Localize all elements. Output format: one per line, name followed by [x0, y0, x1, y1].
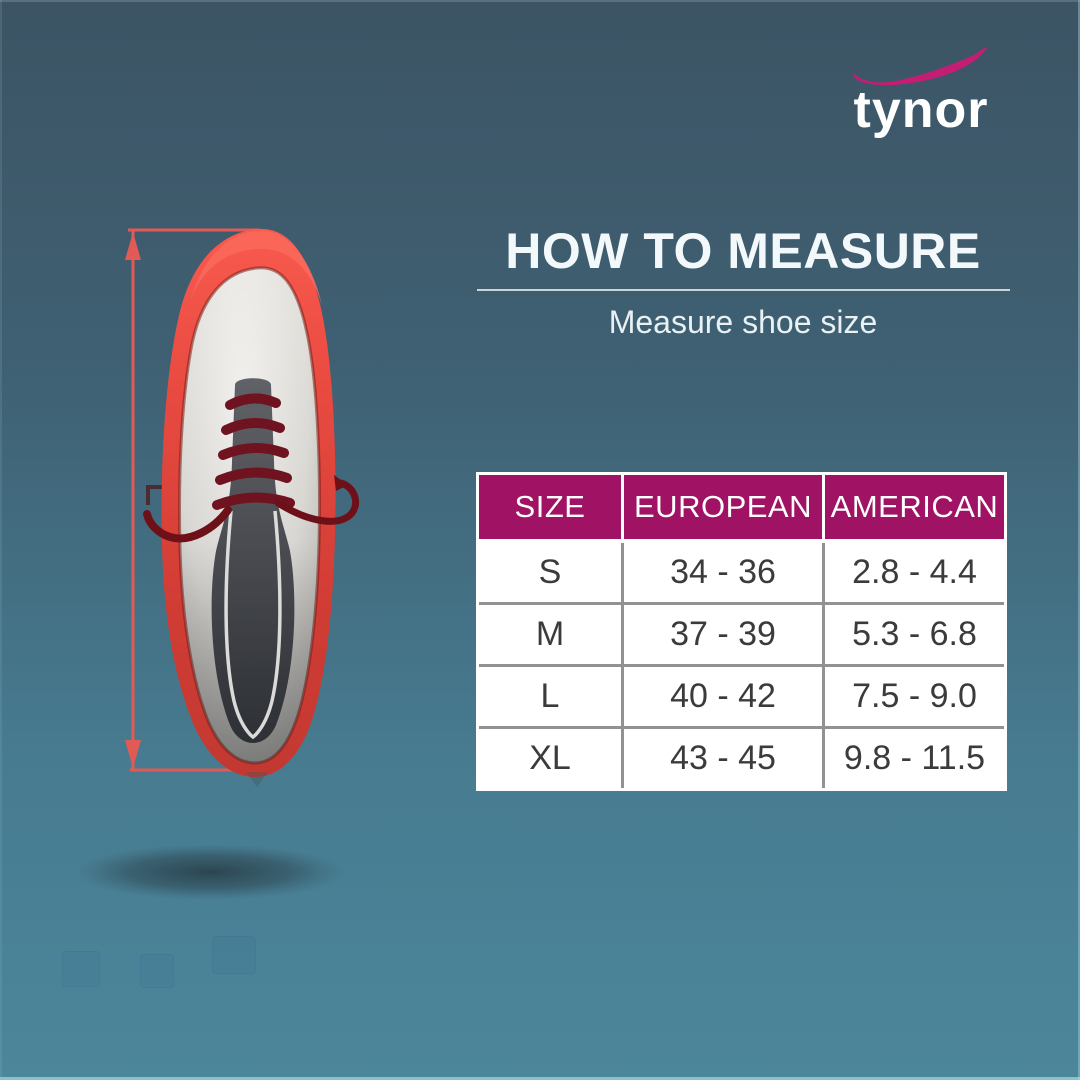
page-subtitle: Measure shoe size	[608, 303, 878, 340]
arrowhead-bottom	[125, 740, 141, 768]
column-header-european: EUROPEAN	[624, 475, 822, 539]
cell-size-xl: XL	[479, 729, 621, 788]
cell-american-l: 7.5 - 9.0	[825, 667, 1004, 726]
shoe-shadow	[78, 844, 346, 900]
shoe-toe-cap	[190, 230, 322, 305]
brand-logo: tynor	[828, 46, 1014, 136]
lace-end-tip	[334, 475, 348, 491]
cell-american-m: 5.3 - 6.8	[825, 605, 1004, 664]
faint-square-artifact	[62, 951, 100, 987]
cell-american-s: 2.8 - 4.4	[825, 543, 1004, 602]
headline-block: HOW TO MEASURE Measure shoe size	[460, 225, 1026, 341]
arrowhead-top	[125, 232, 141, 260]
lace-tip-mark	[146, 485, 166, 505]
column-header-size: SIZE	[479, 475, 621, 539]
size-chart-table: SIZE EUROPEAN AMERICAN S 34 - 36 2.8 - 4…	[476, 472, 1007, 791]
brand-swoosh-icon	[853, 47, 987, 86]
cell-size-m: M	[479, 605, 621, 664]
cell-size-s: S	[479, 543, 621, 602]
cell-european-xl: 43 - 45	[624, 729, 822, 788]
cell-european-m: 37 - 39	[624, 605, 822, 664]
cell-european-l: 40 - 42	[624, 667, 822, 726]
size-chart-body: S 34 - 36 2.8 - 4.4 M 37 - 39 5.3 - 6.8 …	[479, 543, 1004, 788]
title-divider	[476, 288, 1010, 291]
page-title: HOW TO MEASURE	[505, 223, 981, 279]
column-header-american: AMERICAN	[825, 475, 1004, 539]
cell-european-s: 34 - 36	[624, 543, 822, 602]
cell-american-xl: 9.8 - 11.5	[825, 729, 1004, 788]
shoe-lace-loose-ends	[143, 479, 359, 543]
heel-reflection	[246, 772, 268, 787]
shoe-laces	[212, 393, 295, 510]
faint-square-artifact	[140, 954, 174, 988]
brand-wordmark: tynor	[853, 81, 989, 139]
size-chart-header-row: SIZE EUROPEAN AMERICAN	[479, 475, 1004, 539]
faint-square-artifact	[212, 936, 256, 974]
shoe-measurement-illustration	[78, 228, 359, 900]
shoe-collar-piping	[224, 510, 282, 740]
cell-size-l: L	[479, 667, 621, 726]
